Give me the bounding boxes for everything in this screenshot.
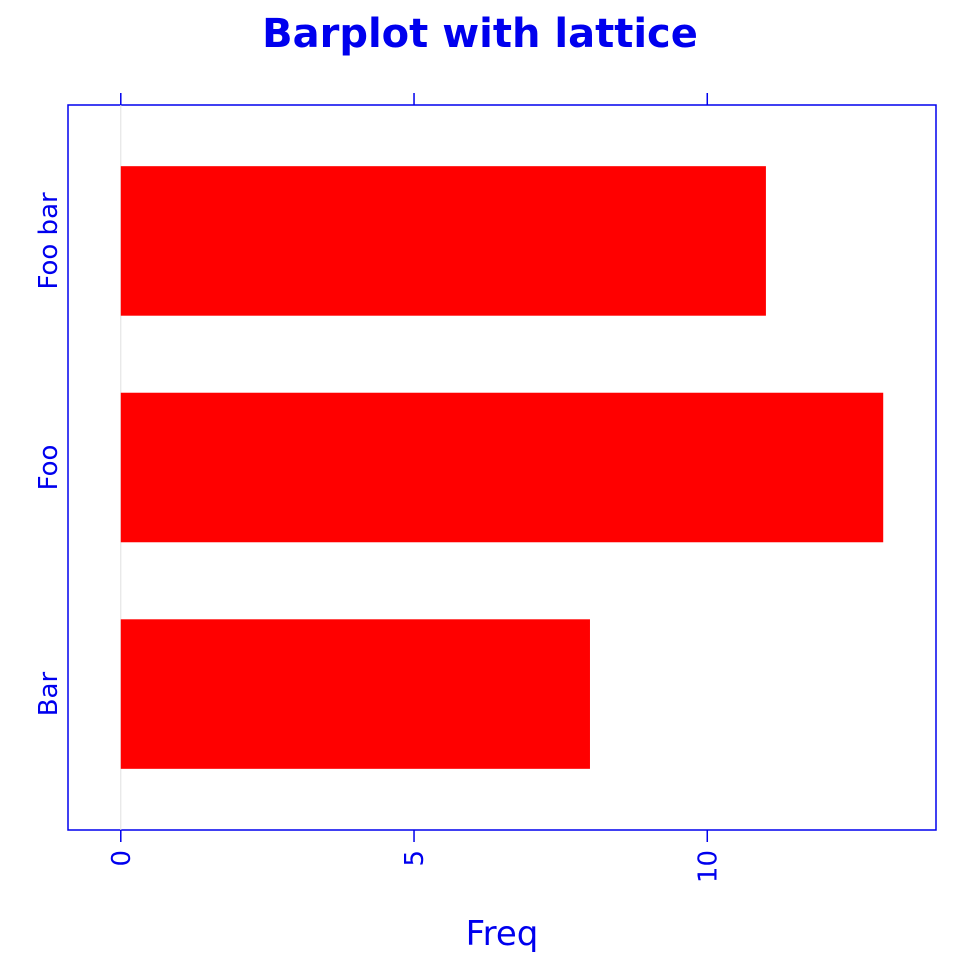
x-axis-label: Freq (466, 914, 539, 954)
category-label-foo: Foo (34, 445, 64, 491)
x-tick-label: 5 (400, 850, 430, 867)
x-axis-ticks: 0 5 10 (107, 93, 723, 883)
chart-title: Barplot with lattice (262, 11, 698, 57)
bars-group (120, 166, 884, 769)
category-labels: Bar Foo Foo bar (34, 192, 64, 716)
x-tick-label: 0 (107, 850, 137, 867)
category-label-bar: Bar (34, 672, 64, 717)
bar-foo-bar (120, 166, 766, 316)
bar-foo (120, 392, 884, 543)
bar-bar (120, 619, 590, 769)
category-label-foo-bar: Foo bar (34, 192, 64, 290)
x-tick-label: 10 (693, 850, 723, 883)
plot-panel-border (67, 104, 937, 831)
